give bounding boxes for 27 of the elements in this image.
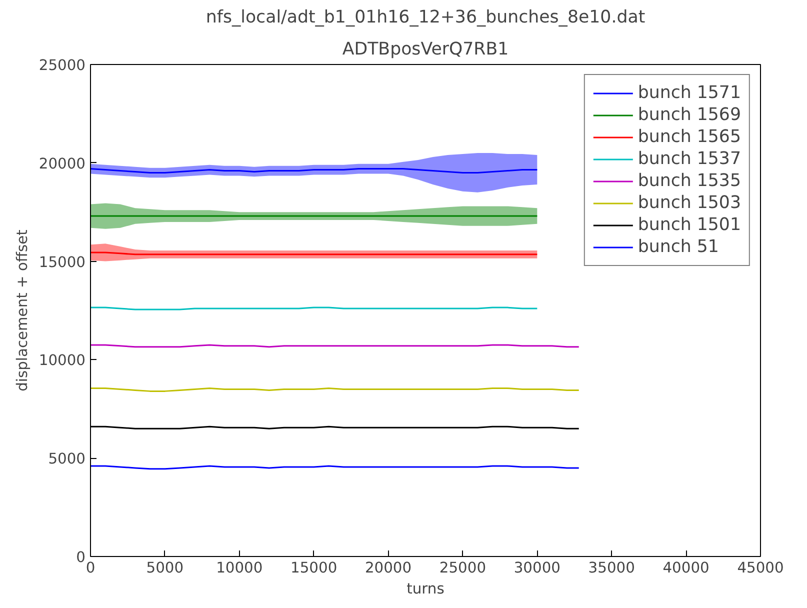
y-tick-label: 15000 [38,254,86,271]
x-tick-label: 30000 [514,560,560,576]
y-tick-label: 0 [76,549,86,566]
legend-label: bunch 1565 [638,127,741,147]
x-tick-label: 15000 [290,560,338,576]
y-tick-label: 25000 [38,57,86,74]
y-tick-label: 10000 [38,352,86,370]
x-tick-label: 45000 [737,560,784,576]
y-tick-label: 20000 [38,155,86,172]
legend-label: bunch 51 [638,237,719,257]
x-tick-label: 5000 [146,560,184,576]
y-tick-label: 5000 [48,450,86,468]
legend-label: bunch 1503 [638,193,741,213]
x-tick-label: 10000 [216,560,263,576]
legend-label: bunch 1537 [638,149,741,169]
chart-subtitle: ADTBposVerQ7RB1 [342,40,509,60]
x-tick-label: 40000 [662,560,710,576]
x-tick-label: 20000 [364,560,412,576]
chart-title: nfs_local/adt_b1_01h16_12+36_bunches_8e10.dat [206,8,646,28]
x-tick-label: 35000 [588,560,635,576]
legend-label: bunch 1571 [638,83,741,103]
legend-label: bunch 1535 [638,171,741,191]
x-axis-title: turns [406,580,444,598]
y-axis-title: displacement + offset [14,229,31,392]
legend-label: bunch 1501 [638,215,741,235]
x-tick-label: 25000 [439,560,486,576]
legend-label: bunch 1569 [638,105,741,125]
